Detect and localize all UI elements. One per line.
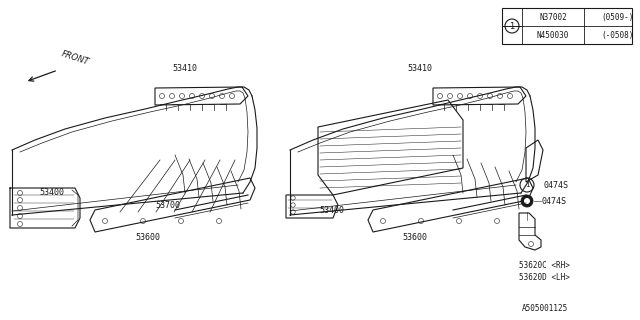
Text: 0474S: 0474S	[541, 196, 566, 205]
Text: 53410: 53410	[173, 63, 198, 73]
Text: 53600: 53600	[136, 233, 161, 242]
Text: 53400: 53400	[40, 188, 65, 196]
Text: 53620C <RH>: 53620C <RH>	[519, 260, 570, 269]
Circle shape	[521, 195, 533, 207]
Text: N450030: N450030	[537, 30, 569, 39]
Text: (-0508): (-0508)	[602, 30, 634, 39]
Text: 53410: 53410	[408, 63, 433, 73]
Text: FRONT: FRONT	[60, 50, 90, 67]
Text: 53600: 53600	[403, 233, 428, 242]
Text: 0474S: 0474S	[543, 180, 568, 189]
Text: 53400: 53400	[319, 205, 344, 214]
Text: A505001125: A505001125	[522, 304, 568, 313]
Circle shape	[524, 198, 530, 204]
Text: 1: 1	[509, 21, 515, 30]
Text: N37002: N37002	[539, 12, 567, 21]
Text: (0509-): (0509-)	[602, 12, 634, 21]
Text: 1: 1	[525, 182, 529, 188]
Text: 53700: 53700	[156, 201, 180, 210]
Text: 53620D <LH>: 53620D <LH>	[519, 273, 570, 282]
